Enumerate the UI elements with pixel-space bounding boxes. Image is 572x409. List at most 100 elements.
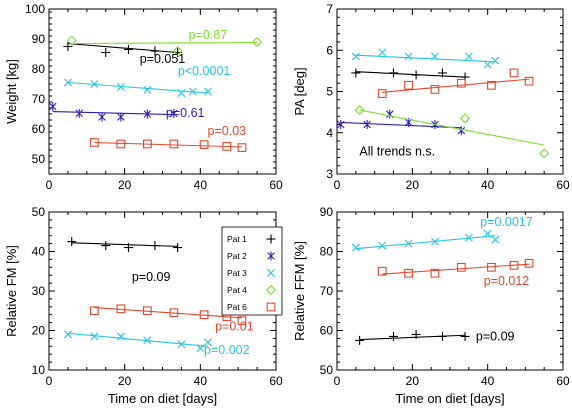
data-point xyxy=(63,78,72,87)
y-tick-label: 50 xyxy=(32,205,46,219)
data-point xyxy=(385,109,394,119)
series-pat-1 xyxy=(351,68,470,82)
y-tick-label: 40 xyxy=(32,245,46,259)
legend: Pat 1 Pat 2 Pat 3 Pat 4 Pat 6 xyxy=(221,226,283,316)
marker-square xyxy=(430,268,440,278)
data-point xyxy=(143,336,152,345)
data-point xyxy=(351,68,361,78)
y-tick-label: 20 xyxy=(32,324,46,338)
y-tick-label: 60 xyxy=(320,324,334,338)
data-point xyxy=(101,241,111,251)
marker-diamond xyxy=(252,36,263,48)
p-value-annotation: p=0.0017 xyxy=(480,215,533,229)
p-value-annotation: All trends n.s. xyxy=(359,144,435,158)
data-point xyxy=(117,112,125,122)
x-tick-label: 0 xyxy=(334,178,341,192)
data-point xyxy=(378,48,387,57)
y-axis-label: Relative FM [%] xyxy=(4,245,19,337)
series-pat-3 xyxy=(351,48,500,69)
data-point xyxy=(237,316,247,325)
marker-ast-b xyxy=(75,109,84,118)
marker-x-b xyxy=(267,269,275,277)
trend-line xyxy=(359,109,545,146)
data-point xyxy=(491,56,500,65)
trend-line xyxy=(382,78,530,93)
data-point xyxy=(491,235,500,244)
trend-line xyxy=(94,141,242,148)
p-value-annotation: p=0.002 xyxy=(204,343,250,357)
data-point xyxy=(437,68,447,78)
marker-x-b xyxy=(116,83,125,91)
marker-x-b xyxy=(464,52,473,61)
x-axis-label: Time on diet [days] xyxy=(395,391,504,406)
legend-label: Pat 6 xyxy=(227,302,247,312)
marker-ast-b xyxy=(117,113,125,121)
data-point xyxy=(378,241,387,250)
data-point xyxy=(66,35,77,46)
trend-line xyxy=(340,121,462,129)
trend-line xyxy=(71,42,258,45)
data-point xyxy=(143,86,152,94)
data-point xyxy=(49,102,57,111)
data-point xyxy=(404,52,413,61)
marker-square xyxy=(430,85,440,94)
trend-line xyxy=(67,332,208,347)
data-point xyxy=(377,89,387,98)
marker-square xyxy=(456,78,466,88)
data-point xyxy=(123,45,133,54)
x-tick-label: 0 xyxy=(46,374,53,388)
marker-x-b xyxy=(430,237,439,246)
marker-x-b xyxy=(491,56,500,65)
legend-label: Pat 4 xyxy=(227,285,247,295)
series-pat-1 xyxy=(355,329,470,345)
data-point xyxy=(354,105,365,116)
x-tick-label: 0 xyxy=(46,178,53,192)
x-tick-label: 60 xyxy=(556,178,570,192)
data-point xyxy=(237,143,247,152)
data-point xyxy=(430,52,439,61)
data-point xyxy=(524,258,534,268)
series-pat-6 xyxy=(377,258,534,278)
marker-x-b xyxy=(203,87,212,96)
panel-relative-fm: 0 20 40 60 10 20 30 40 50 Relative FM [%] Time on … xyxy=(4,205,283,406)
data-point xyxy=(63,330,72,339)
x-tick-label: 20 xyxy=(406,374,420,388)
series-pat-3 xyxy=(63,78,212,97)
data-point xyxy=(172,45,183,57)
data-point xyxy=(142,306,152,316)
series-pat-4 xyxy=(66,35,263,57)
data-point xyxy=(404,268,413,278)
legend-entry: Pat 4 xyxy=(227,284,277,296)
data-point xyxy=(430,237,439,246)
data-point xyxy=(203,87,212,96)
data-point xyxy=(123,243,133,253)
marker-x-b xyxy=(378,241,387,250)
marker-square xyxy=(169,139,179,149)
legend-entry: Pat 6 xyxy=(227,302,276,312)
marker-diamond xyxy=(354,105,365,116)
marker-x-b xyxy=(404,239,413,248)
x-tick-label: 60 xyxy=(556,374,570,388)
marker-square xyxy=(456,262,466,272)
data-point xyxy=(389,331,398,341)
marker-square xyxy=(116,304,126,314)
series-pat-4 xyxy=(354,105,550,159)
trend-line xyxy=(52,111,174,116)
marker-diamond xyxy=(539,148,550,159)
data-point xyxy=(90,332,99,341)
x-tick-label: 40 xyxy=(481,178,495,192)
series-pat-3 xyxy=(351,229,500,252)
p-value-annotation: p=0.012 xyxy=(484,274,530,288)
x-axis-label: Time on diet [days] xyxy=(108,391,217,406)
y-tick-label: 100 xyxy=(25,2,45,16)
trend-line xyxy=(94,307,242,319)
legend-label: Pat 2 xyxy=(227,251,247,261)
data-point xyxy=(430,85,440,94)
data-point xyxy=(170,108,178,118)
trend-line xyxy=(355,235,496,250)
marker-x-b xyxy=(90,80,99,88)
marker-x-b xyxy=(188,87,197,96)
marker-ast-b xyxy=(385,110,394,118)
data-point xyxy=(389,68,398,78)
series-pat-2 xyxy=(337,109,466,136)
